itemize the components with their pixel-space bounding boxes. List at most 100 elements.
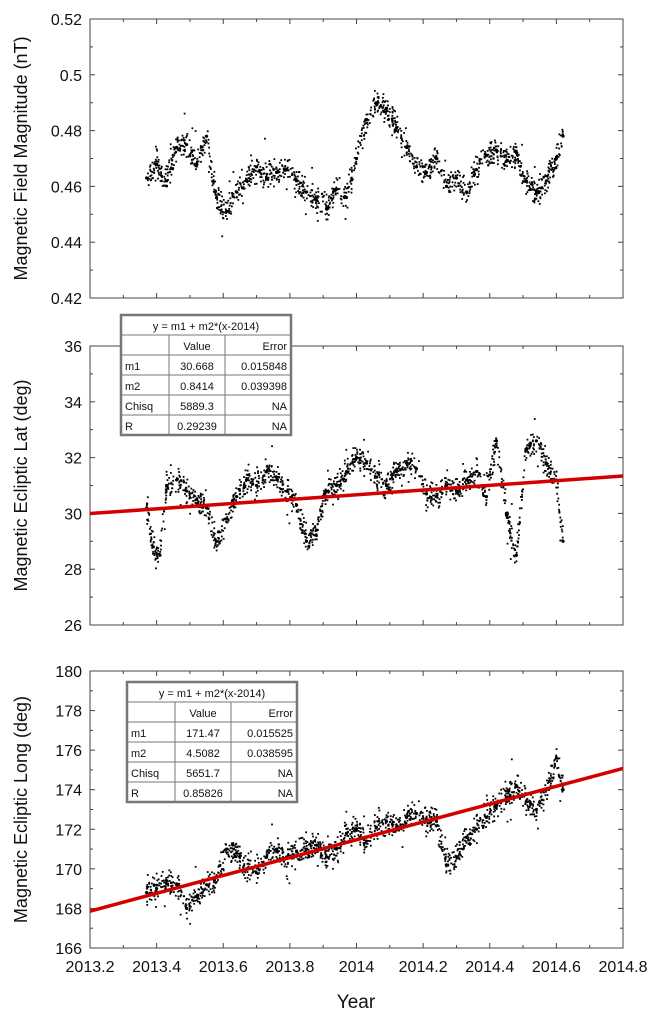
y-tick-label: 0.42 <box>51 291 82 308</box>
data-point <box>364 461 369 465</box>
series-points <box>145 89 565 238</box>
data-point <box>294 503 299 507</box>
data-point <box>544 461 548 465</box>
data-point <box>414 811 419 816</box>
data-point <box>454 489 459 493</box>
y-axis-label: Magnetic Field Magnitude (nT) <box>11 36 31 280</box>
data-point <box>224 517 229 521</box>
data-point <box>214 539 219 543</box>
data-point <box>404 815 409 820</box>
data-point <box>185 142 189 147</box>
fit-table-error: 0.038595 <box>247 748 293 760</box>
fit-table-error: NA <box>278 788 294 800</box>
data-point <box>354 156 359 161</box>
data-point <box>224 847 229 851</box>
data-point <box>444 483 449 488</box>
y-tick-label: 166 <box>55 941 82 958</box>
data-point <box>204 883 209 887</box>
data-point <box>424 170 429 175</box>
data-point <box>274 475 279 479</box>
y-tick-label: 0.52 <box>51 12 82 29</box>
data-point <box>344 831 349 835</box>
data-point <box>524 799 528 804</box>
data-point <box>195 162 199 166</box>
data-point <box>364 839 369 843</box>
data-point <box>195 894 199 899</box>
data-point <box>524 447 528 451</box>
data-point <box>374 101 379 105</box>
y-axis-label: Magnetic Ecliptic Lat (deg) <box>11 379 31 591</box>
data-point <box>414 467 419 471</box>
data-point <box>155 162 159 166</box>
data-point <box>454 855 459 859</box>
fit-table: y = m1 + m2*(x-2014) Value Error m1 30.668 0.… <box>119 313 293 437</box>
y-tick-label: 172 <box>55 822 82 839</box>
fit-table-param: m2 <box>131 748 146 760</box>
data-point <box>534 190 538 194</box>
fit-table-error: 0.015525 <box>247 728 293 740</box>
data-point <box>234 495 239 499</box>
data-point <box>294 179 299 183</box>
data-point <box>464 478 469 482</box>
fit-line <box>90 766 623 913</box>
data-point <box>474 168 479 172</box>
data-point <box>195 497 199 502</box>
data-point <box>444 863 449 867</box>
data-point <box>354 827 359 831</box>
fit-table-value: 0.85826 <box>183 788 223 800</box>
data-point <box>354 456 359 460</box>
data-point <box>304 539 309 543</box>
data-point <box>494 439 499 443</box>
data-point <box>324 855 329 859</box>
y-tick-label: 174 <box>55 783 82 800</box>
fit-table-value: 0.8414 <box>180 381 214 393</box>
data-point <box>434 156 439 161</box>
data-point <box>244 179 249 183</box>
data-point <box>374 825 379 829</box>
y-tick-label: 180 <box>55 664 82 681</box>
data-point <box>484 154 489 158</box>
data-point <box>464 190 469 194</box>
fit-table-value: 0.29239 <box>177 421 217 433</box>
fit-table-header: y = m1 + m2*(x-2014) <box>153 321 259 333</box>
fit-table-column-header: Error <box>269 708 294 720</box>
y-axis-label: Magnetic Ecliptic Long (deg) <box>11 696 31 923</box>
data-point <box>524 179 528 183</box>
y-tick-label: 30 <box>64 506 82 523</box>
data-point <box>384 819 389 823</box>
x-tick-label: 2013.6 <box>199 959 248 976</box>
fit-table-error: NA <box>272 421 288 433</box>
data-point <box>185 906 189 911</box>
data-point <box>534 439 538 443</box>
data-point <box>561 788 565 792</box>
data-point <box>454 176 459 180</box>
fit-table-error: NA <box>272 401 288 413</box>
fit-table-column-header: Value <box>183 341 210 353</box>
data-point <box>374 475 379 479</box>
data-point <box>284 489 289 493</box>
data-point <box>165 483 169 488</box>
series-points <box>145 748 565 925</box>
y-tick-label: 0.44 <box>51 235 82 252</box>
panels: 0.42 0.44 0.46 0.48 0.5 0.52 Magnetic Field Ma… <box>11 12 624 958</box>
data-point <box>544 179 548 183</box>
data-point <box>314 198 319 202</box>
data-point <box>554 756 558 760</box>
data-point <box>394 126 399 130</box>
data-point <box>474 827 479 831</box>
x-tick-label: 2013.2 <box>66 959 115 976</box>
x-tick-label: 2014.2 <box>399 959 448 976</box>
y-tick-label: 170 <box>55 862 82 879</box>
data-point <box>384 483 389 488</box>
data-point <box>244 478 249 482</box>
data-point <box>494 148 499 152</box>
y-tick-label: 0.48 <box>51 124 82 141</box>
data-point <box>234 190 239 194</box>
data-point <box>234 851 239 855</box>
data-point <box>254 165 259 169</box>
x-tick-label: 2014.6 <box>532 959 581 976</box>
data-point <box>344 469 349 474</box>
data-point <box>484 495 489 499</box>
data-point <box>294 849 299 853</box>
y-tick-label: 26 <box>64 618 82 635</box>
